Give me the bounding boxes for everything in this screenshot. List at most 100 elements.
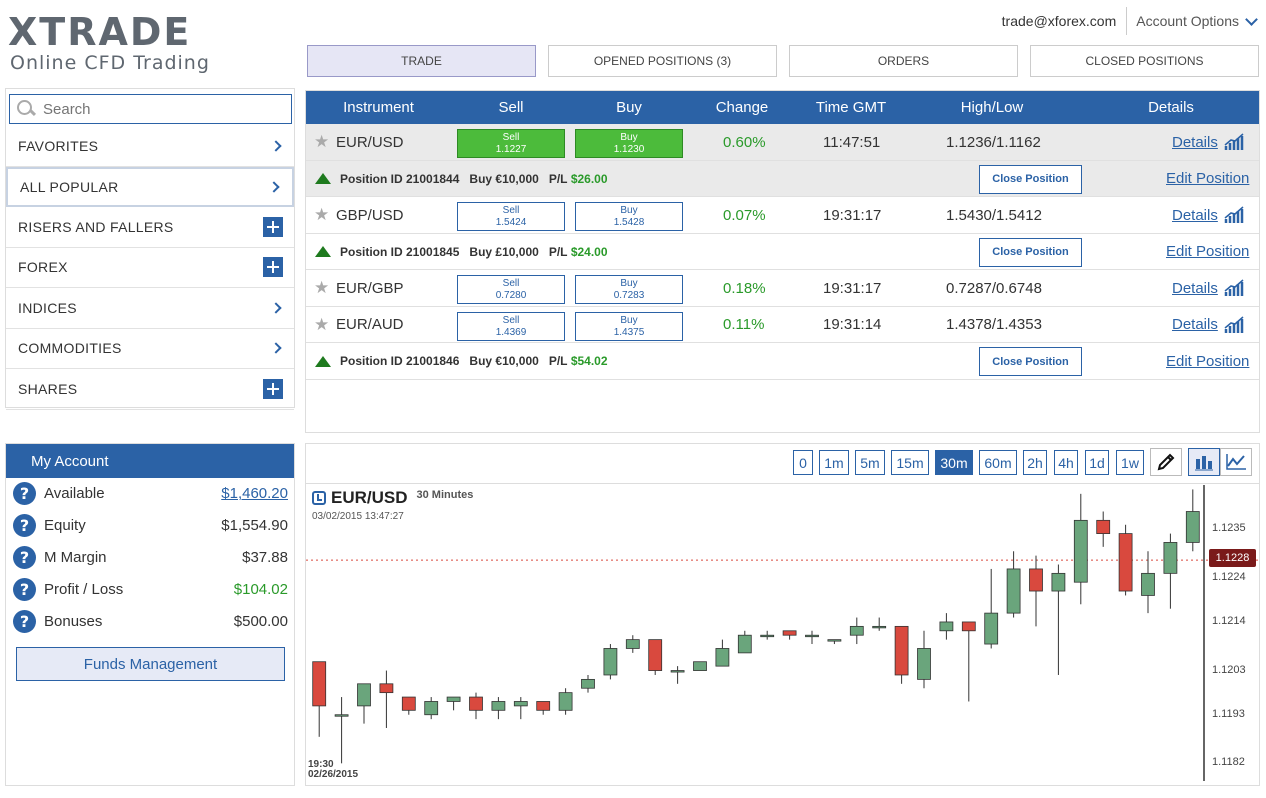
plus-icon[interactable] (263, 378, 283, 399)
help-icon[interactable]: ? (13, 545, 36, 569)
candle[interactable] (379, 670, 394, 728)
candle[interactable] (961, 621, 976, 702)
candle[interactable] (357, 683, 371, 724)
candle[interactable] (939, 613, 954, 640)
line-chart-icon[interactable] (1220, 448, 1252, 476)
chart-icon[interactable] (1224, 124, 1246, 160)
candle[interactable] (401, 696, 416, 715)
candle[interactable] (1096, 511, 1111, 547)
tab-orders[interactable]: ORDERS (789, 45, 1018, 77)
close-position-button[interactable]: Close Position (979, 237, 1082, 267)
help-icon[interactable]: ? (13, 482, 36, 506)
candle[interactable] (984, 568, 999, 649)
candle[interactable] (670, 666, 685, 684)
candle[interactable] (760, 630, 775, 640)
candle[interactable] (1006, 551, 1021, 618)
candle[interactable] (581, 674, 595, 693)
sell-button[interactable]: Sell 1.1227 (457, 129, 565, 158)
candle[interactable] (693, 661, 707, 671)
candle[interactable] (805, 630, 819, 645)
timeframe-1m[interactable]: 1m (819, 450, 849, 475)
sidebar-item-shares[interactable]: SHARES (6, 369, 294, 410)
timeframe-2h[interactable]: 2h (1023, 450, 1047, 475)
favorite-star-icon[interactable]: ★ (314, 132, 330, 152)
candle[interactable] (558, 688, 573, 715)
sidebar-item-forex[interactable]: FOREX (6, 248, 294, 288)
xtrade-logo[interactable]: XTRADE Online CFD Trading (8, 12, 228, 78)
edit-position-link[interactable]: Edit Position (1166, 352, 1250, 370)
candle[interactable] (849, 617, 864, 645)
sell-button[interactable]: Sell 0.7280 (457, 275, 565, 304)
candle[interactable] (625, 635, 640, 653)
tab-closed-positions[interactable]: CLOSED POSITIONS (1030, 45, 1259, 77)
candle[interactable] (1118, 524, 1133, 596)
edit-position-link[interactable]: Edit Position (1166, 243, 1250, 260)
candle[interactable] (1029, 555, 1043, 627)
candle[interactable] (648, 639, 663, 675)
candle[interactable] (1073, 493, 1088, 605)
timeframe-4h[interactable]: 4h (1054, 450, 1078, 475)
candle[interactable] (491, 697, 506, 720)
buy-button[interactable]: Buy 0.7283 (575, 275, 683, 304)
help-icon[interactable]: ? (13, 577, 36, 601)
pencil-icon[interactable] (1150, 448, 1182, 476)
search-input[interactable] (43, 100, 283, 118)
available-value-link[interactable]: $1,460.20 (221, 485, 288, 503)
sidebar-item-indices[interactable]: INDICES (6, 288, 294, 329)
candle[interactable] (334, 697, 349, 764)
details-link[interactable]: Details (1172, 279, 1218, 297)
candle[interactable] (312, 661, 327, 737)
tab-trade[interactable]: TRADE (307, 45, 536, 77)
tab-opened-positions[interactable]: OPENED POSITIONS (3) (548, 45, 777, 77)
candle[interactable] (917, 630, 931, 689)
candle[interactable] (1141, 551, 1155, 614)
candle[interactable] (603, 644, 618, 680)
help-icon[interactable]: ? (13, 609, 36, 633)
favorite-star-icon[interactable]: ★ (314, 314, 330, 335)
candle[interactable] (469, 692, 483, 720)
timeframe-30m[interactable]: 30m (935, 450, 973, 475)
close-position-button[interactable]: Close Position (979, 347, 1082, 376)
candle[interactable] (872, 617, 887, 631)
candle[interactable] (1163, 533, 1178, 609)
candlestick-chart-icon[interactable] (1188, 448, 1220, 476)
funds-management-button[interactable]: Funds Management (16, 647, 285, 681)
candle[interactable] (1185, 489, 1200, 552)
timeframe-60m[interactable]: 60m (979, 450, 1017, 475)
candlestick-chart[interactable] (306, 485, 1259, 785)
plus-icon[interactable] (263, 216, 283, 237)
candle[interactable] (737, 630, 752, 654)
plus-icon[interactable] (263, 257, 283, 278)
candle[interactable] (446, 696, 461, 711)
buy-button[interactable]: Buy 1.1230 (575, 129, 683, 158)
candle[interactable] (513, 697, 528, 720)
candle[interactable] (424, 697, 439, 720)
timeframe-15m[interactable]: 15m (891, 450, 929, 475)
sell-button[interactable]: Sell 1.5424 (457, 202, 565, 231)
sell-button[interactable]: Sell 1.4369 (457, 311, 565, 341)
sidebar-item-commodities[interactable]: COMMODITIES (6, 329, 294, 369)
help-icon[interactable]: ? (13, 514, 36, 538)
favorite-star-icon[interactable]: ★ (314, 278, 330, 298)
details-link[interactable]: Details (1172, 206, 1218, 224)
timeframe-1w[interactable]: 1w (1116, 450, 1144, 475)
favorite-star-icon[interactable]: ★ (314, 205, 330, 225)
candle[interactable] (782, 630, 797, 640)
sidebar-item-favorites[interactable]: FAVORITES (6, 126, 294, 167)
chart-icon[interactable] (1224, 270, 1246, 306)
buy-button[interactable]: Buy 1.4375 (575, 311, 683, 341)
candle[interactable] (536, 701, 551, 715)
candle[interactable] (1051, 564, 1066, 675)
sidebar-item-risers-and-fallers[interactable]: RISERS AND FALLERS (6, 207, 294, 248)
timeframe-0[interactable]: 0 (793, 450, 813, 475)
candle[interactable] (827, 639, 842, 645)
chart-icon[interactable] (1224, 197, 1246, 233)
details-link[interactable]: Details (1172, 316, 1218, 333)
chart-icon[interactable] (1224, 307, 1246, 343)
buy-button[interactable]: Buy 1.5428 (575, 202, 683, 231)
sidebar-item-all-popular[interactable]: ALL POPULAR (6, 166, 294, 207)
edit-position-link[interactable]: Edit Position (1166, 170, 1250, 187)
candle[interactable] (894, 625, 909, 684)
timeframe-1d[interactable]: 1d (1085, 450, 1109, 475)
details-link[interactable]: Details (1172, 133, 1218, 151)
